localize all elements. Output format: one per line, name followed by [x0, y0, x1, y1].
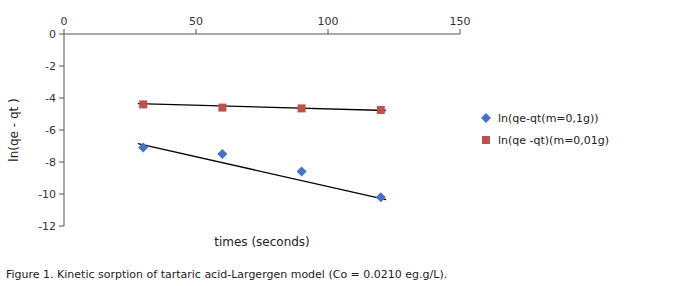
trendline [138, 144, 386, 200]
y-tick [59, 226, 64, 227]
point [377, 106, 385, 114]
x-tick [328, 29, 329, 34]
x-tick-label: 100 [318, 15, 339, 28]
x-tick [64, 29, 65, 34]
legend-label: ln(qe -qt)(m=0,01g) [498, 134, 609, 147]
legend-swatch [482, 136, 490, 144]
chart: 0 50 100 150 0 -2 -4 -6 -8 -10 -12 times (seconds) l… [0, 0, 682, 286]
y-tick [59, 194, 64, 195]
y-axis-label: ln(qe - qt ) [7, 98, 21, 161]
y-tick-label: -12 [38, 220, 56, 233]
x-axis-line [64, 34, 460, 35]
x-tick-label: 0 [61, 15, 68, 28]
y-tick [59, 34, 64, 35]
point [138, 143, 148, 153]
point [139, 100, 147, 108]
plot-area [138, 100, 386, 202]
y-tick-label: -8 [45, 156, 56, 169]
legend-label: ln(qe-qt(m=0,1g)) [498, 112, 599, 125]
y-tick-label: -4 [45, 92, 56, 105]
point [376, 192, 386, 202]
legend-swatch [481, 113, 491, 123]
legend: ln(qe-qt(m=0,1g)) ln(qe -qt)(m=0,01g) [481, 112, 609, 147]
y-tick [59, 162, 64, 163]
x-tick [196, 29, 197, 34]
point [218, 104, 226, 112]
x-tick-label: 150 [450, 15, 471, 28]
x-axis-label: times (seconds) [214, 235, 310, 249]
x-tick-label: 50 [189, 15, 203, 28]
point [217, 149, 227, 159]
y-tick [59, 130, 64, 131]
caption: Figure 1. Kinetic sorption of tartaric a… [6, 268, 447, 281]
y-tick [59, 98, 64, 99]
x-tick [460, 29, 461, 34]
y-tick-label: -2 [45, 60, 56, 73]
y-tick-label: 0 [49, 28, 56, 41]
y-tick-label: -6 [45, 124, 56, 137]
point [297, 167, 307, 177]
y-tick [59, 66, 64, 67]
y-tick-label: -10 [38, 188, 56, 201]
point [298, 104, 306, 112]
trendline [138, 104, 386, 111]
